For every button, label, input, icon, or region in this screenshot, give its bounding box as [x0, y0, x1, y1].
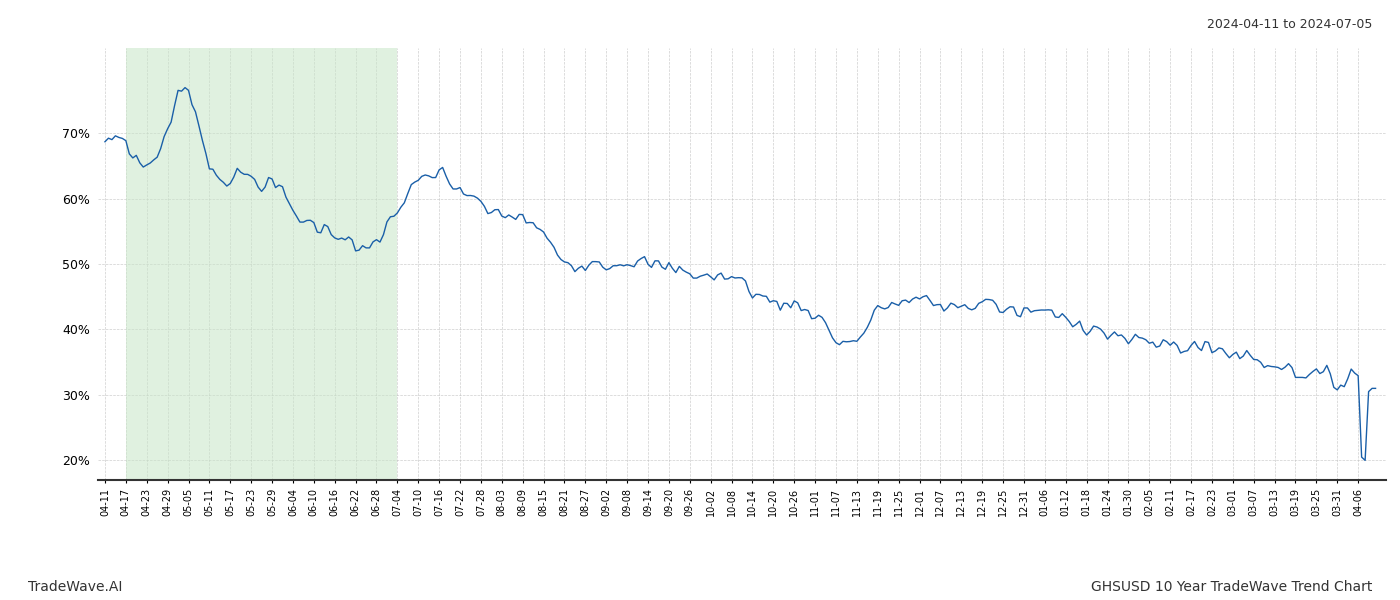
Text: 2024-04-11 to 2024-07-05: 2024-04-11 to 2024-07-05 [1207, 18, 1372, 31]
Text: GHSUSD 10 Year TradeWave Trend Chart: GHSUSD 10 Year TradeWave Trend Chart [1091, 580, 1372, 594]
Text: TradeWave.AI: TradeWave.AI [28, 580, 122, 594]
Bar [126, 48, 398, 480]
